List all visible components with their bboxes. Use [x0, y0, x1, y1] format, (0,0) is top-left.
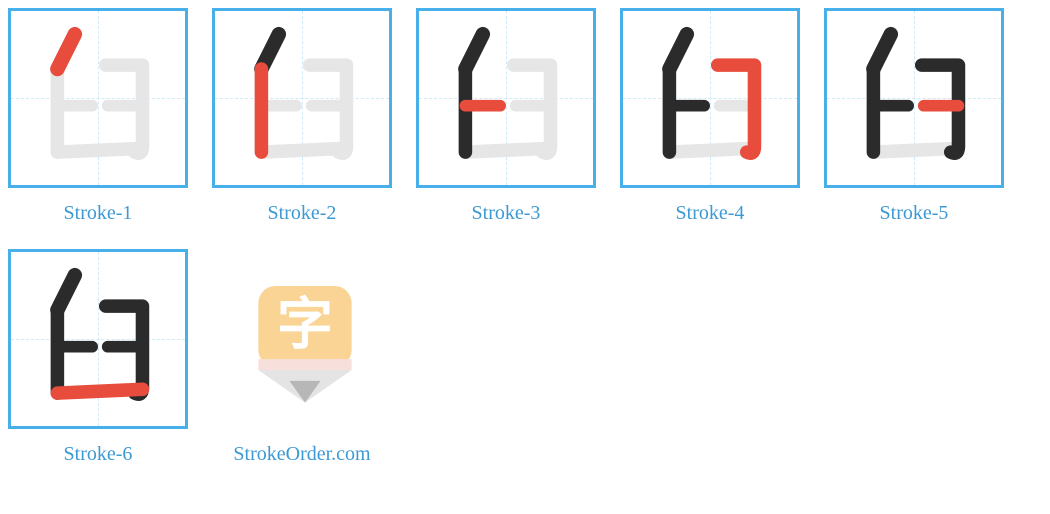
- stroke-caption: Stroke-6: [64, 443, 133, 466]
- stroke-cell: Stroke-4: [620, 8, 800, 225]
- site-caption[interactable]: StrokeOrder.com: [233, 443, 370, 466]
- stroke-cell: Stroke-3: [416, 8, 596, 225]
- logo-tile: 字: [212, 249, 392, 429]
- stroke-tile: [8, 249, 188, 429]
- stroke-cell: Stroke-6: [8, 249, 188, 466]
- stroke-tile: [824, 8, 1004, 188]
- logo-cell: 字 StrokeOrder.com: [212, 249, 392, 466]
- stroke-caption: Stroke-5: [880, 202, 949, 225]
- stroke-caption: Stroke-1: [64, 202, 133, 225]
- site-logo: 字: [215, 252, 395, 432]
- stroke-tile: [416, 8, 596, 188]
- svg-text:字: 字: [277, 293, 333, 356]
- stroke-tile: [212, 8, 392, 188]
- stroke-cell: Stroke-1: [8, 8, 188, 225]
- stroke-caption: Stroke-3: [472, 202, 541, 225]
- stroke-tile: [620, 8, 800, 188]
- stroke-tile: [8, 8, 188, 188]
- stroke-caption: Stroke-4: [676, 202, 745, 225]
- stroke-caption: Stroke-2: [268, 202, 337, 225]
- stroke-cell: Stroke-2: [212, 8, 392, 225]
- stroke-cell: Stroke-5: [824, 8, 1004, 225]
